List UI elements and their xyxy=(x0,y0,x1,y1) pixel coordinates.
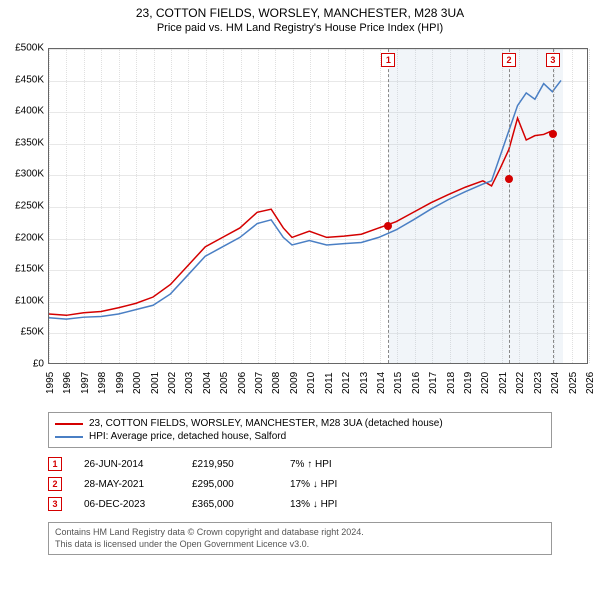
x-axis-label: 1996 xyxy=(62,372,73,394)
y-axis-label: £350K xyxy=(2,137,44,148)
sale-date: 06-DEC-2023 xyxy=(84,499,174,510)
sale-marker-3: 3 xyxy=(48,497,62,511)
sale-row: 3 06-DEC-2023 £365,000 13% ↓ HPI xyxy=(48,494,552,514)
x-axis-label: 2007 xyxy=(254,372,265,394)
x-axis-label: 2014 xyxy=(376,372,387,394)
chart-lines xyxy=(49,49,587,363)
y-axis-label: £150K xyxy=(2,264,44,275)
x-axis-label: 1999 xyxy=(115,372,126,394)
x-axis-label: 2009 xyxy=(289,372,300,394)
x-axis-label: 2010 xyxy=(306,372,317,394)
x-axis-label: 2003 xyxy=(184,372,195,394)
x-axis-label: 2000 xyxy=(132,372,143,394)
sale-point-1 xyxy=(384,222,392,230)
sale-row: 1 26-JUN-2014 £219,950 7% ↑ HPI xyxy=(48,454,552,474)
x-axis-label: 2017 xyxy=(428,372,439,394)
y-axis-label: £250K xyxy=(2,201,44,212)
y-axis-label: £300K xyxy=(2,169,44,180)
y-axis-label: £200K xyxy=(2,232,44,243)
marker-line xyxy=(388,49,389,363)
x-axis-label: 2016 xyxy=(411,372,422,394)
chart-area: £0 £50K £100K £150K £200K £250K £300K £350K £400… xyxy=(0,38,600,408)
sale-diff: 13% ↓ HPI xyxy=(290,499,380,510)
legend-label: HPI: Average price, detached house, Salf… xyxy=(89,431,286,442)
x-axis-label: 2015 xyxy=(393,372,404,394)
marker-line xyxy=(509,49,510,363)
sale-marker-1: 1 xyxy=(48,457,62,471)
x-axis-label: 2020 xyxy=(480,372,491,394)
y-axis-label: £50K xyxy=(2,327,44,338)
x-axis-label: 2011 xyxy=(324,372,335,394)
x-axis-label: 2005 xyxy=(219,372,230,394)
x-axis-label: 2018 xyxy=(446,372,457,394)
x-axis-label: 2001 xyxy=(150,372,161,394)
series-line xyxy=(49,118,552,315)
x-axis-label: 1995 xyxy=(45,372,56,394)
x-axis-label: 1998 xyxy=(97,372,108,394)
x-axis-label: 2012 xyxy=(341,372,352,394)
marker-line xyxy=(553,49,554,363)
legend-label: 23, COTTON FIELDS, WORSLEY, MANCHESTER, … xyxy=(89,418,443,429)
y-axis-label: £500K xyxy=(2,43,44,54)
sale-row: 2 28-MAY-2021 £295,000 17% ↓ HPI xyxy=(48,474,552,494)
y-axis-label: £450K xyxy=(2,74,44,85)
sale-price: £219,950 xyxy=(192,459,272,470)
x-axis-label: 2013 xyxy=(359,372,370,394)
x-axis-label: 2006 xyxy=(237,372,248,394)
chart-subtitle: Price paid vs. HM Land Registry's House … xyxy=(0,20,600,38)
sales-table: 1 26-JUN-2014 £219,950 7% ↑ HPI 2 28-MAY-2021… xyxy=(48,454,552,514)
y-axis-label: £100K xyxy=(2,295,44,306)
sale-price: £365,000 xyxy=(192,499,272,510)
legend-item: 23, COTTON FIELDS, WORSLEY, MANCHESTER, … xyxy=(55,417,545,430)
chart-marker-2: 2 xyxy=(502,53,516,67)
chart-marker-1: 1 xyxy=(381,53,395,67)
y-axis-label: £0 xyxy=(2,359,44,370)
x-axis-label: 2002 xyxy=(167,372,178,394)
sale-point-2 xyxy=(505,175,513,183)
x-axis-label: 2019 xyxy=(463,372,474,394)
chart-marker-3: 3 xyxy=(546,53,560,67)
x-axis-label: 2008 xyxy=(271,372,282,394)
x-axis-label: 2022 xyxy=(515,372,526,394)
legend-swatch xyxy=(55,423,83,425)
legend: 23, COTTON FIELDS, WORSLEY, MANCHESTER, … xyxy=(48,412,552,448)
plot-area: 1 2 3 xyxy=(48,48,588,364)
legend-swatch xyxy=(55,436,83,438)
y-axis-label: £400K xyxy=(2,106,44,117)
sale-diff: 17% ↓ HPI xyxy=(290,479,380,490)
x-axis-label: 2025 xyxy=(568,372,579,394)
sale-point-3 xyxy=(549,130,557,138)
footer-attribution: Contains HM Land Registry data © Crown c… xyxy=(48,522,552,555)
footer-line-1: Contains HM Land Registry data © Crown c… xyxy=(55,527,545,539)
sale-marker-2: 2 xyxy=(48,477,62,491)
footer-line-2: This data is licensed under the Open Gov… xyxy=(55,539,545,551)
x-axis-label: 1997 xyxy=(80,372,91,394)
sale-date: 26-JUN-2014 xyxy=(84,459,174,470)
sale-date: 28-MAY-2021 xyxy=(84,479,174,490)
legend-item: HPI: Average price, detached house, Salf… xyxy=(55,430,545,443)
sale-price: £295,000 xyxy=(192,479,272,490)
sale-diff: 7% ↑ HPI xyxy=(290,459,380,470)
chart-title: 23, COTTON FIELDS, WORSLEY, MANCHESTER, … xyxy=(0,0,600,20)
x-axis-label: 2021 xyxy=(498,372,509,394)
x-gridline xyxy=(589,49,590,363)
series-line xyxy=(49,80,561,319)
x-axis-label: 2004 xyxy=(202,372,213,394)
x-axis-label: 2023 xyxy=(533,372,544,394)
x-axis-label: 2026 xyxy=(585,372,596,394)
x-axis-label: 2024 xyxy=(550,372,561,394)
